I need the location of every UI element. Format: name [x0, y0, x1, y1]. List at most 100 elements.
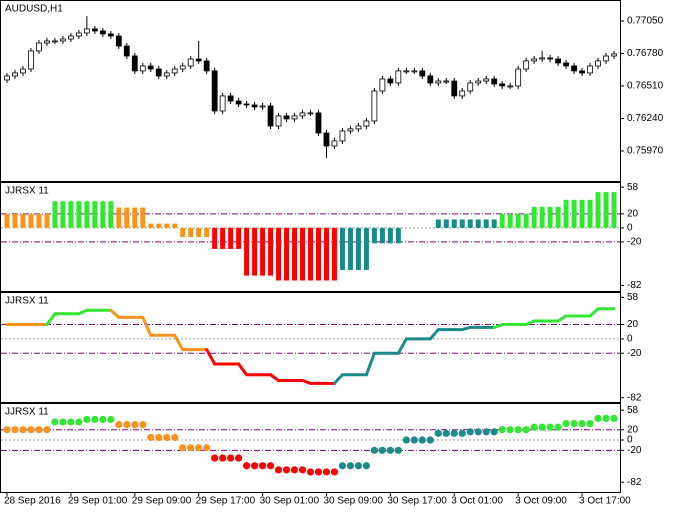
histogram-bar: [475, 219, 481, 228]
x-tick-label: 30 Sep 01:00: [260, 496, 320, 507]
candle-body: [163, 72, 170, 77]
histogram-bar: [331, 227, 337, 281]
y-tick-label: -82: [627, 280, 642, 291]
candle-body: [419, 70, 426, 77]
x-tick-label: 30 Sep 09:00: [323, 496, 383, 507]
pane-title: JJRSX 11: [5, 186, 49, 197]
indicator-dot: [306, 468, 315, 476]
candle-body: [4, 75, 10, 81]
indicator-dot: [59, 418, 67, 426]
indicator-dot: [586, 419, 594, 428]
histogram-bar: [116, 207, 122, 228]
indicator-dot: [394, 446, 402, 454]
candle-body: [131, 55, 138, 72]
histogram-bar: [555, 206, 561, 228]
histogram-bar: [395, 227, 401, 244]
indicator-dot: [442, 429, 450, 437]
candle-body: [91, 28, 98, 32]
candle-body: [611, 53, 617, 57]
candle-body: [83, 28, 90, 34]
histogram-bar: [539, 206, 545, 228]
histogram-bar: [603, 192, 609, 228]
histogram-bar: [308, 227, 313, 281]
indicator-dot: [211, 454, 219, 462]
indicator-dot: [99, 415, 107, 424]
indicator-dot: [155, 433, 163, 442]
indicator-dot: [75, 418, 83, 426]
histogram-bar: [44, 213, 50, 228]
indicator-dot: [11, 426, 19, 434]
candle-body: [67, 35, 74, 40]
histogram-bar: [236, 227, 242, 249]
histogram-bar: [523, 213, 529, 228]
candle-body: [315, 112, 322, 134]
indicator-dot: [610, 414, 618, 423]
histogram-bar: [435, 219, 441, 228]
indicator-dot: [466, 428, 474, 436]
histogram-bar: [228, 227, 234, 249]
indicator-dot: [227, 454, 235, 462]
indicator-dot: [482, 428, 490, 436]
candle-body: [411, 70, 418, 73]
indicator-dot: [338, 462, 347, 470]
histogram-bar: [68, 201, 74, 228]
candle-body: [539, 57, 546, 60]
indicator-dot: [195, 444, 203, 452]
indicator-dot: [354, 462, 363, 470]
indicator-dot: [538, 423, 546, 431]
histogram-bar: [252, 227, 258, 276]
indicator-dot: [91, 415, 99, 424]
histogram-bar: [164, 223, 170, 228]
candle-body: [259, 105, 266, 108]
candle-body: [36, 42, 42, 52]
histogram-bar: [499, 213, 505, 228]
indicator-dot: [203, 444, 211, 452]
y-tick-label: 0: [627, 435, 633, 446]
indicator-dot: [282, 466, 291, 474]
candle-body: [331, 140, 338, 147]
histogram-bar: [339, 227, 345, 270]
histogram-bar: [180, 227, 186, 237]
candle-body: [579, 70, 585, 74]
indicator-line: [141, 315, 153, 337]
y-tick-label: 0.77050: [627, 16, 664, 27]
indicator-dot: [546, 423, 554, 431]
indicator-dot: [362, 462, 371, 470]
indicator-dot: [474, 428, 482, 436]
indicator-dot: [243, 462, 251, 470]
histogram-bar: [124, 207, 130, 228]
histogram-bar: [260, 227, 266, 276]
indicator-dot: [43, 426, 51, 434]
histogram-bar: [12, 213, 18, 228]
y-tick-label: 0.75970: [627, 146, 664, 157]
candle-body: [451, 80, 458, 97]
candle-body: [587, 65, 593, 74]
indicator-line: [588, 307, 600, 318]
histogram-bar: [36, 213, 42, 228]
indicator-dot: [163, 433, 171, 442]
indicator-dot: [410, 436, 418, 444]
indicator-dot: [27, 426, 35, 434]
candle-body: [371, 90, 378, 122]
indicator-dot: [219, 454, 227, 462]
histogram-bar: [355, 227, 361, 270]
candle-body: [243, 103, 250, 106]
indicator-dot: [179, 444, 187, 452]
candle-body: [515, 68, 522, 87]
histogram-bar: [611, 192, 617, 228]
indicator-dot: [594, 414, 602, 423]
candle-body: [211, 70, 218, 112]
y-tick-label: 58: [627, 292, 639, 303]
candle-body: [219, 95, 226, 112]
indicator-line: [556, 314, 568, 323]
y-tick-label: -20: [627, 237, 642, 248]
x-tick-label: 29 Sep 01:00: [68, 496, 128, 507]
indicator-dot: [235, 454, 243, 462]
candle-body: [435, 80, 442, 84]
histogram-bar: [323, 227, 329, 281]
indicator-line: [205, 348, 217, 366]
candle-body: [387, 78, 394, 84]
candle-body: [307, 112, 314, 115]
histogram-bar: [571, 199, 577, 228]
y-tick-label: 0: [627, 334, 633, 345]
